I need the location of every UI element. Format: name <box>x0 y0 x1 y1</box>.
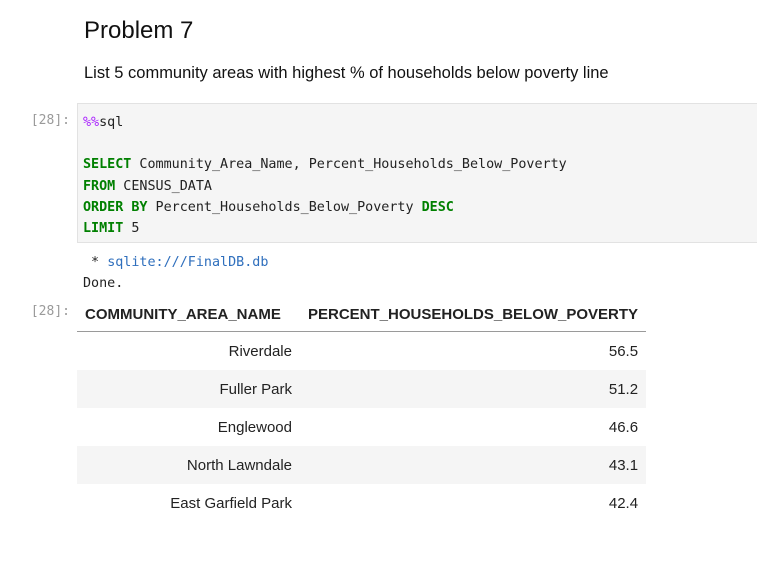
connection-prefix: * <box>83 255 108 270</box>
community-area-cell: Riverdale <box>228 342 292 360</box>
sql-clause: Community_Area_Name, Percent_Households_… <box>131 157 567 173</box>
poverty-percent-cell: 42.4 <box>608 494 639 512</box>
community-area-cell: East Garfield Park <box>170 494 292 512</box>
status-text: Done. <box>83 276 124 291</box>
table-row: Riverdale 56.5 <box>77 332 646 371</box>
table-header-row: COMMUNITY_AREA_NAME PERCENT_HOUSEHOLDS_B… <box>77 297 647 332</box>
sql-keyword: ORDER BY <box>83 199 148 215</box>
markdown-heading: Problem 7 <box>84 17 194 44</box>
sql-keyword: SELECT <box>83 157 132 173</box>
table-row: North Lawndale 43.1 <box>77 446 647 484</box>
table-row: East Garfield Park 42.4 <box>77 484 646 522</box>
poverty-percent-cell: 56.5 <box>608 342 639 360</box>
connection-string: sqlite:///FinalDB.db <box>107 255 269 270</box>
result-table: COMMUNITY_AREA_NAME PERCENT_HOUSEHOLDS_B… <box>77 297 647 522</box>
sql-keyword: FROM <box>83 178 116 194</box>
poverty-percent-cell: 46.6 <box>608 418 639 436</box>
markdown-description: List 5 community areas with highest % of… <box>84 64 609 82</box>
table-row: Fuller Park 51.2 <box>77 370 647 408</box>
community-area-cell: Englewood <box>217 418 292 436</box>
output-prompt: [28]: <box>30 304 70 319</box>
community-area-cell: Fuller Park <box>77 370 300 408</box>
cell-magic-name: sql <box>99 115 124 130</box>
code-cell-editor[interactable]: %%sql SELECT Community_Area_Name, Percen… <box>77 103 757 243</box>
sql-clause: 5 <box>123 221 140 237</box>
column-header: COMMUNITY_AREA_NAME <box>77 297 300 332</box>
cell-magic: %% <box>83 115 100 130</box>
column-header: PERCENT_HOUSEHOLDS_BELOW_POVERTY <box>300 297 647 332</box>
code-text[interactable]: %%sql SELECT Community_Area_Name, Percen… <box>78 104 757 239</box>
poverty-percent-cell: 43.1 <box>300 446 647 484</box>
cell-stdout: * sqlite:///FinalDB.db Done. <box>83 252 268 294</box>
code-cell-prompt: [28]: <box>30 113 70 128</box>
poverty-percent-cell: 51.2 <box>300 370 647 408</box>
community-area-cell: North Lawndale <box>77 446 300 484</box>
sql-clause: Percent_Households_Below_Poverty <box>147 199 422 215</box>
table-row: Englewood 46.6 <box>77 408 646 446</box>
sql-clause: CENSUS_DATA <box>115 178 212 194</box>
sql-keyword: LIMIT <box>83 221 124 237</box>
sql-keyword: DESC <box>421 199 454 215</box>
